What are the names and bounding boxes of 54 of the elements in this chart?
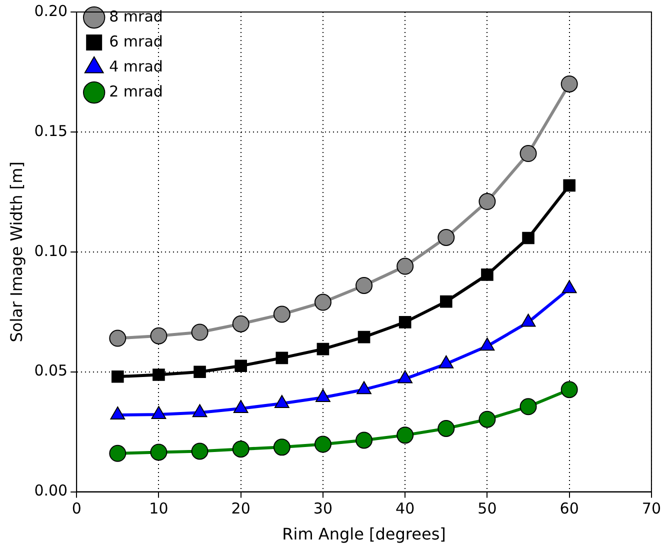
point [356,276,373,294]
x-tick-label: 20 [231,500,250,518]
point [194,366,206,378]
point [232,440,250,458]
point [150,327,168,344]
x-tick-label: 50 [478,500,497,518]
x-axis-title: Rim Angle [degrees] [282,524,446,544]
legend-label: 2 mrad [109,82,163,100]
point [191,324,208,341]
point [478,193,496,210]
y-tick-label: 0.20 [34,2,68,20]
point [276,352,288,364]
x-tick-label: 10 [149,500,168,518]
point [314,294,332,311]
x-tick-label: 0 [72,500,82,518]
point [356,432,373,449]
point [398,316,412,328]
y-axis-title: Solar Image Width [m] [6,162,26,342]
point [152,368,165,381]
point [273,306,290,323]
point [478,410,496,428]
x-tick-label: 70 [642,500,662,518]
point [560,75,578,92]
y-tick-label: 0.00 [34,482,68,500]
point [112,370,124,383]
point [150,444,168,461]
point [191,442,208,460]
point [273,438,290,456]
point [481,268,494,281]
point [316,342,330,356]
point [109,444,126,462]
point [520,398,537,416]
point [396,426,414,444]
x-tick-label: 30 [313,500,333,518]
legend-label: 6 mrad [109,32,163,50]
y-tick-label: 0.15 [34,122,68,140]
point [522,232,534,244]
point [396,258,414,275]
point [314,436,332,453]
point [438,420,455,437]
y-tick-label: 0.05 [34,362,68,380]
point [560,381,578,398]
point [520,145,537,162]
point [438,229,455,246]
y-tick-label: 0.10 [34,242,68,260]
x-tick-label: 40 [396,500,415,518]
point [358,330,370,344]
legend-label: 4 mrad [109,57,163,76]
point [232,315,250,332]
point [109,330,126,347]
point [440,295,452,308]
point [563,179,576,192]
x-tick-label: 60 [560,500,579,518]
point [234,360,247,372]
